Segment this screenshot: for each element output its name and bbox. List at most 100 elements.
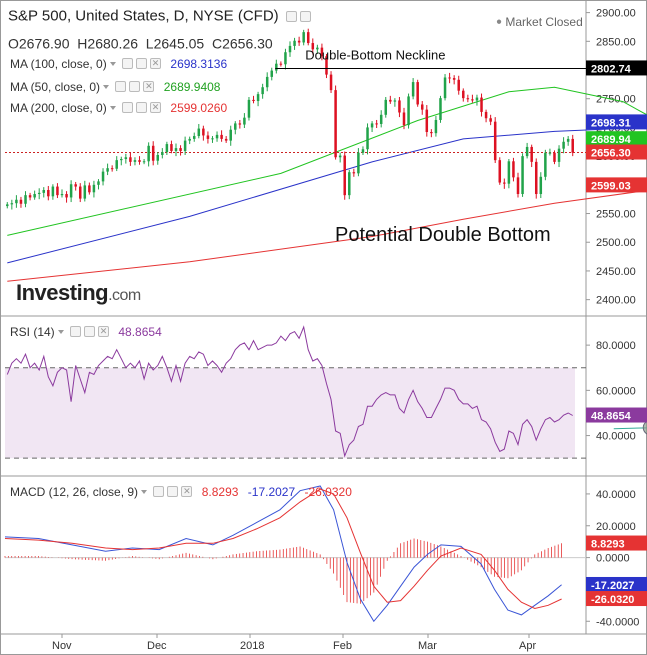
close-icon[interactable]: ✕ <box>181 486 193 498</box>
candle-body <box>402 112 406 126</box>
dropdown-icon[interactable] <box>57 329 64 334</box>
candle-body <box>60 194 64 196</box>
x-tick-label: Apr <box>519 640 536 652</box>
candle-body <box>553 152 556 162</box>
eye-icon[interactable] <box>70 326 82 338</box>
candle-body <box>320 47 324 57</box>
close-icon[interactable]: ✕ <box>98 326 110 338</box>
rsi-legend[interactable]: RSI (14) ✕ 48.8654 <box>10 324 162 339</box>
candle-body <box>215 134 219 139</box>
candle-body <box>56 186 59 196</box>
rsi-tick-label: 80.0000 <box>596 340 636 352</box>
high-label: H <box>77 35 88 52</box>
candle-body <box>489 118 492 122</box>
dropdown-icon[interactable] <box>109 105 116 110</box>
macd-value-text: -17.2027 <box>591 580 634 592</box>
candle-body <box>325 56 328 75</box>
price-tick-label: 2400.00 <box>596 295 636 307</box>
gear-icon[interactable] <box>84 326 96 338</box>
macd-tick-label: -40.0000 <box>596 616 639 628</box>
candle-body <box>539 176 543 195</box>
signal-value: -17.2027 <box>247 484 296 499</box>
candle-body <box>83 185 87 199</box>
candle-body <box>202 128 205 136</box>
candle-body <box>302 32 305 43</box>
gear-icon[interactable] <box>299 10 311 22</box>
rsi-line <box>6 325 573 458</box>
candle-body <box>161 152 164 155</box>
candle-body <box>498 160 502 183</box>
price-label-text: 2689.94 <box>591 134 632 146</box>
ma200-legend[interactable]: MA (200, close, 0) ✕ 2599.0260 <box>10 100 227 115</box>
dropdown-icon[interactable] <box>141 489 148 494</box>
candle-body <box>188 138 191 141</box>
eye-icon[interactable] <box>285 10 297 22</box>
close-icon[interactable]: ✕ <box>143 81 155 93</box>
candle-body <box>142 161 146 163</box>
ma100-legend[interactable]: MA (100, close, 0) ✕ 2698.3136 <box>10 56 227 71</box>
gear-icon[interactable] <box>167 486 179 498</box>
dropdown-icon[interactable] <box>109 61 116 66</box>
candle-body <box>170 144 173 151</box>
open-value: 2676.90 <box>18 35 70 52</box>
x-tick-label: Dec <box>147 640 167 652</box>
eye-icon[interactable] <box>122 58 134 70</box>
candle-body <box>534 161 538 195</box>
candle-body <box>430 132 433 134</box>
chart-title-row: S&P 500, United States, D, NYSE (CFD) <box>8 7 311 25</box>
candle-body <box>238 123 242 125</box>
candle-body <box>352 172 356 174</box>
candle-body <box>15 199 18 204</box>
candle-body <box>243 117 246 125</box>
market-status-text: Market Closed <box>505 14 583 29</box>
candle-body <box>525 146 529 157</box>
candle-body <box>247 99 251 118</box>
rsi-value: 48.8654 <box>118 324 162 339</box>
gear-icon[interactable] <box>136 102 148 114</box>
candle-body <box>97 181 100 185</box>
candle-body <box>261 87 264 95</box>
candle-body <box>448 77 451 79</box>
candle-body <box>252 99 255 102</box>
macd-legend[interactable]: MACD (12, 26, close, 9) ✕ 8.8293 -17.202… <box>10 484 352 499</box>
x-tick-label: Nov <box>52 640 72 652</box>
candle-body <box>393 100 397 102</box>
eye-icon[interactable] <box>122 102 134 114</box>
macd-value-text: 8.8293 <box>591 539 625 551</box>
candle-body <box>521 156 524 195</box>
price-tick-label: 2550.00 <box>596 209 636 221</box>
candle-body <box>147 145 150 162</box>
close-icon[interactable]: ✕ <box>150 102 162 114</box>
macd-label: MACD (12, 26, close, 9) <box>10 484 139 499</box>
rsi-tick-label: 60.0000 <box>596 385 636 397</box>
double-bottom-annotation: Potential Double Bottom <box>335 224 551 246</box>
ma50-label: MA (50, close, 0) <box>10 79 101 94</box>
low-label: L <box>145 35 154 52</box>
ma100-value: 2698.3136 <box>170 56 228 71</box>
gear-icon[interactable] <box>136 58 148 70</box>
x-tick-label: Feb <box>333 640 352 652</box>
candle-body <box>462 90 465 99</box>
candle-body <box>420 104 424 110</box>
candle-body <box>452 78 456 80</box>
ma200-label: MA (200, close, 0) <box>10 100 107 115</box>
gear-icon[interactable] <box>129 81 141 93</box>
price-label-text: 2599.03 <box>591 180 631 192</box>
candle-body <box>229 129 232 141</box>
open-label: O <box>8 35 19 52</box>
histogram-value: -26.0320 <box>304 484 352 499</box>
macd-value-text: -26.0320 <box>591 594 634 606</box>
ma50-legend[interactable]: MA (50, close, 0) ✕ 2689.9408 <box>10 79 220 94</box>
candle-body <box>220 134 223 139</box>
price-label-box <box>586 144 647 160</box>
candle-body <box>124 157 128 159</box>
eye-icon[interactable] <box>153 486 165 498</box>
candle-body <box>120 159 123 161</box>
candle-body <box>270 70 274 77</box>
candle-body <box>129 157 132 162</box>
close-icon[interactable]: ✕ <box>150 58 162 70</box>
candle-body <box>398 100 401 113</box>
dropdown-icon[interactable] <box>103 84 110 89</box>
high-value: 2680.26 <box>87 35 139 52</box>
eye-icon[interactable] <box>115 81 127 93</box>
